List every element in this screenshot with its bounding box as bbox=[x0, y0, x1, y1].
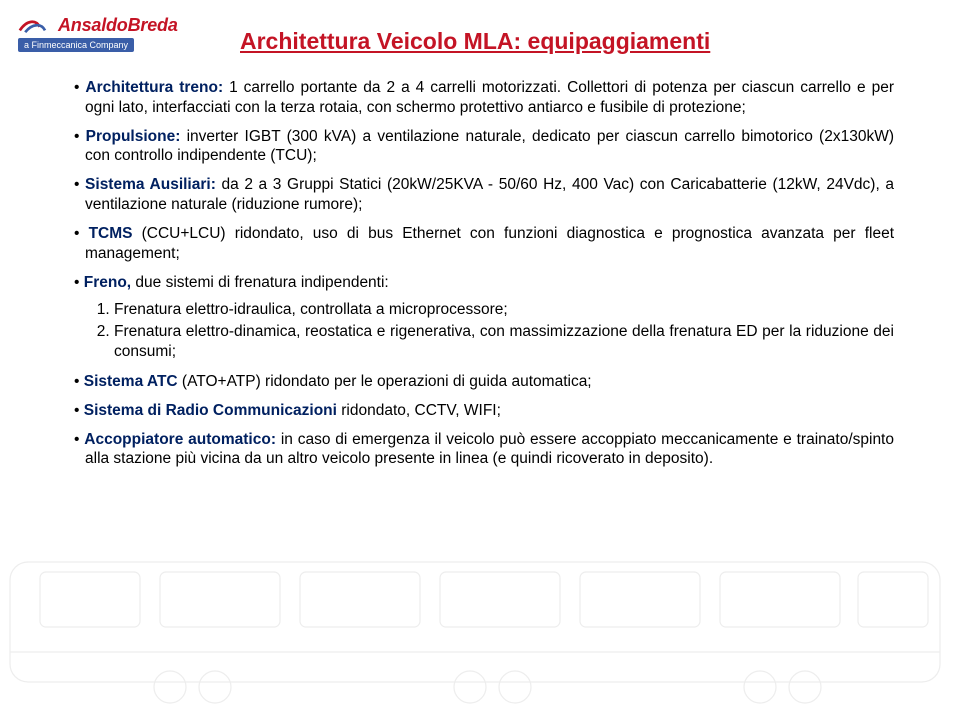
slide-content: Architettura treno: 1 carrello portante … bbox=[74, 78, 894, 478]
logo-text: AnsaldoBreda bbox=[58, 15, 178, 36]
bullet-rest: (CCU+LCU) ridondato, uso di bus Ethernet… bbox=[85, 225, 894, 262]
bullet-lead: Architettura treno: bbox=[85, 79, 223, 96]
bullet-lead: Accoppiatore automatico: bbox=[84, 431, 276, 448]
bullet-item: Sistema Ausiliari: da 2 a 3 Gruppi Stati… bbox=[74, 175, 894, 215]
bullet-lead: Sistema ATC bbox=[84, 373, 178, 390]
bullet-item: Sistema di Radio Communicazioni ridondat… bbox=[74, 401, 894, 421]
bullet-item: TCMS (CCU+LCU) ridondato, uso di bus Eth… bbox=[74, 224, 894, 264]
bullet-item: Freno, due sistemi di frenatura indipend… bbox=[74, 273, 894, 293]
slide-title: Architettura Veicolo MLA: equipaggiament… bbox=[240, 28, 710, 55]
bullet-item: Accoppiatore automatico: in caso di emer… bbox=[74, 430, 894, 470]
bullet-item: Sistema ATC (ATO+ATP) ridondato per le o… bbox=[74, 372, 894, 392]
bullet-item: Architettura treno: 1 carrello portante … bbox=[74, 78, 894, 118]
bullet-item: Propulsione: inverter IGBT (300 kVA) a v… bbox=[74, 127, 894, 167]
logo-icon bbox=[18, 14, 54, 36]
bullet-lead: Propulsione: bbox=[86, 128, 181, 145]
bullet-lead: Freno, bbox=[84, 274, 131, 291]
background-train-illustration bbox=[0, 492, 960, 712]
logo-sub: a Finmeccanica Company bbox=[18, 38, 134, 52]
bullet-rest: ridondato, CCTV, WIFI; bbox=[337, 402, 501, 419]
bullet-lead: TCMS bbox=[89, 225, 133, 242]
bullet-lead: Sistema Ausiliari: bbox=[85, 176, 216, 193]
bullet-lead: Sistema di Radio Communicazioni bbox=[84, 402, 337, 419]
sublist-item: Frenatura elettro-dinamica, reostatica e… bbox=[114, 322, 894, 362]
bullet-rest: due sistemi di frenatura indipendenti: bbox=[131, 274, 389, 291]
brake-sublist: Frenatura elettro-idraulica, controllata… bbox=[114, 300, 894, 361]
bullet-rest: (ATO+ATP) ridondato per le operazioni di… bbox=[178, 373, 592, 390]
sublist-item: Frenatura elettro-idraulica, controllata… bbox=[114, 300, 894, 320]
bullet-rest: inverter IGBT (300 kVA) a ventilazione n… bbox=[85, 128, 894, 165]
brand-logo: AnsaldoBreda a Finmeccanica Company bbox=[18, 14, 178, 52]
